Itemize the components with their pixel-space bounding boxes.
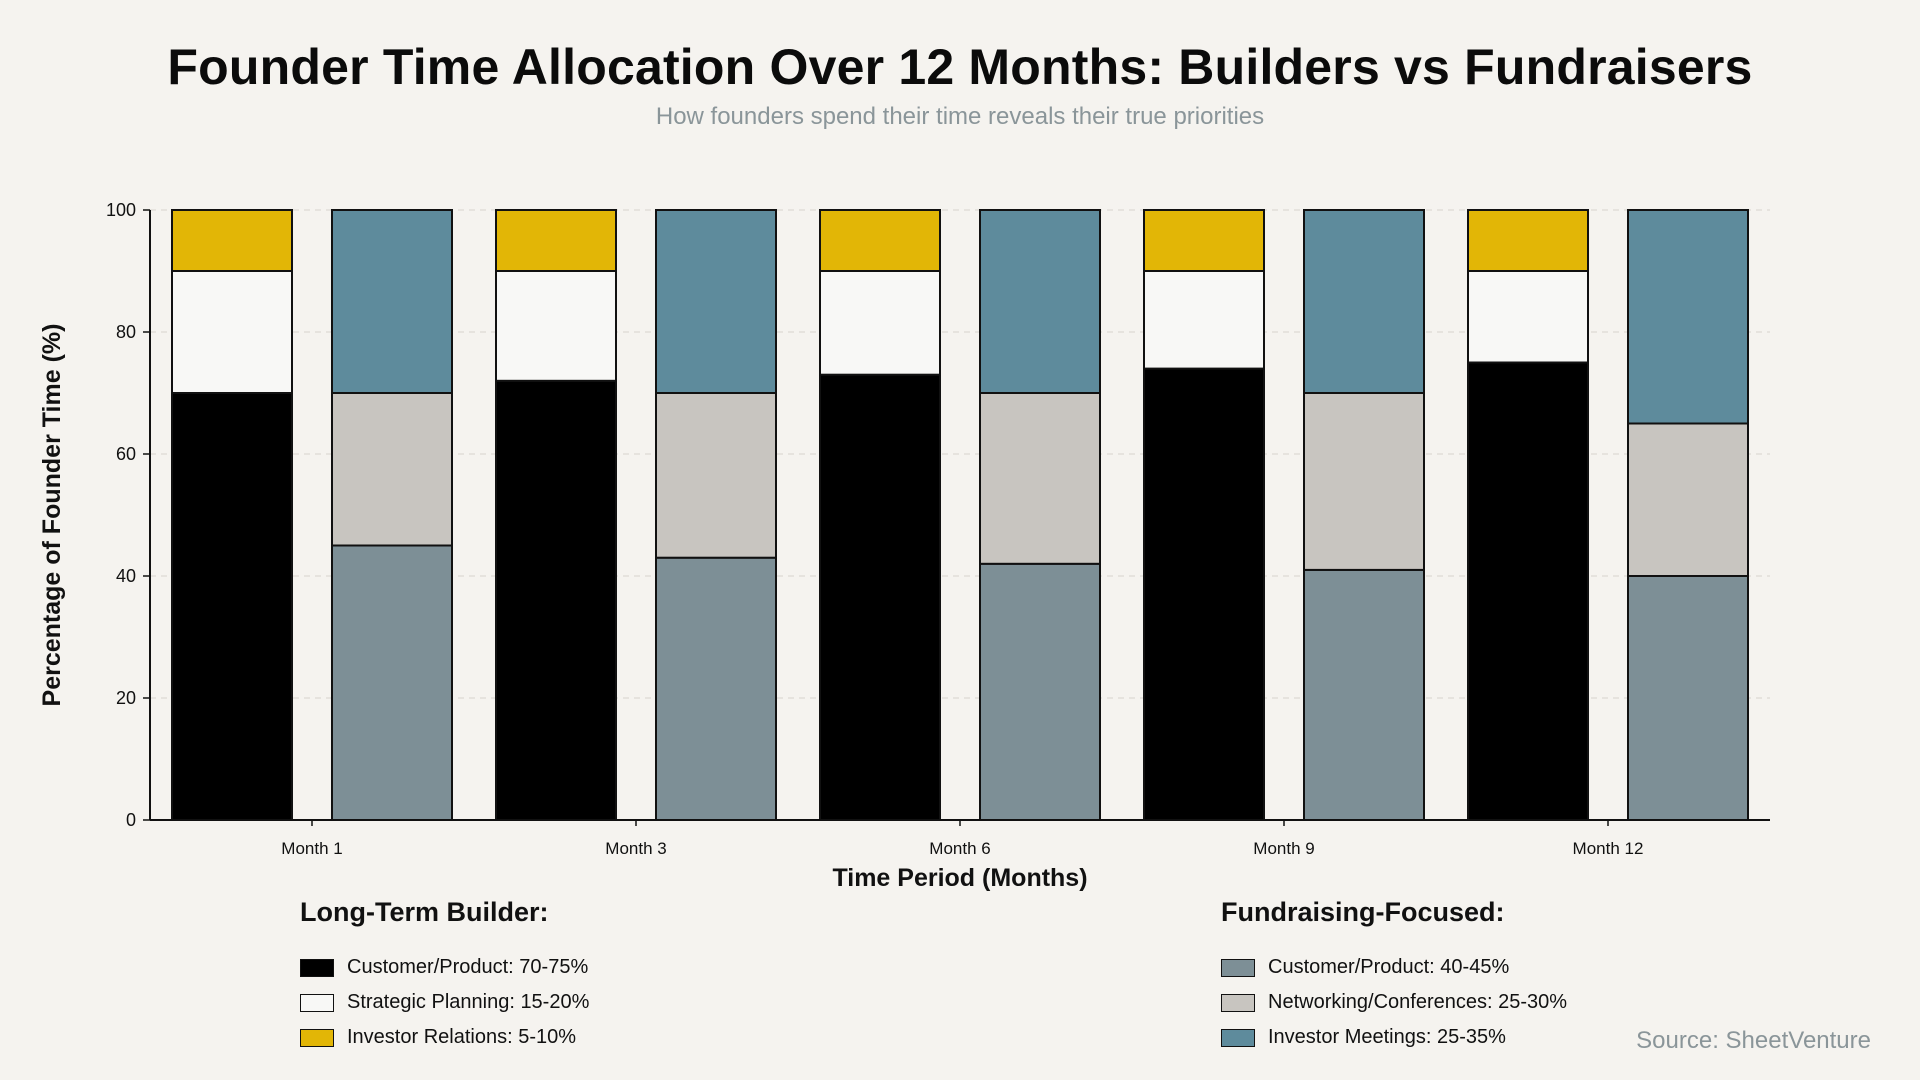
bar-segment-builder-3 xyxy=(171,209,293,272)
legend-item-fundraiser-networking: Networking/Conferences: 25-30% xyxy=(1221,991,1567,1014)
bar-segment-builder-2 xyxy=(819,270,941,376)
legend-swatch xyxy=(300,1028,334,1047)
bar-segment-builder-3 xyxy=(495,209,617,272)
y-tick-label: 20 xyxy=(116,688,136,708)
bar-segment-fundraiser-1 xyxy=(979,562,1101,821)
legend-swatch xyxy=(300,958,334,977)
x-tick-label: Month 12 xyxy=(1573,839,1644,858)
legend-item-builder-investor-relations: Investor Relations: 5-10% xyxy=(300,1026,576,1049)
x-tick-label: Month 9 xyxy=(1253,839,1314,858)
bar-segment-builder-3 xyxy=(1143,209,1265,272)
legend-title-fundraiser: Fundraising-Focused: xyxy=(1221,897,1505,927)
y-tick-label: 40 xyxy=(116,566,136,586)
chart-subtitle: How founders spend their time reveals th… xyxy=(655,103,1265,130)
y-tick-label: 0 xyxy=(126,810,136,830)
legend-title-builder: Long-Term Builder: xyxy=(300,897,549,927)
bar-segment-fundraiser-3 xyxy=(331,209,453,394)
y-axis-label: Percentage of Founder Time (%) xyxy=(38,324,66,707)
legend-label: Networking/Conferences: 25-30% xyxy=(1268,991,1568,1013)
legend-label: Investor Meetings: 25-35% xyxy=(1268,1026,1506,1048)
bar-segment-fundraiser-3 xyxy=(655,209,777,394)
y-tick-label: 80 xyxy=(116,322,136,342)
x-tick-label: Month 6 xyxy=(929,839,990,858)
bar-segment-builder-1 xyxy=(819,373,941,821)
legend-label: Strategic Planning: 15-20% xyxy=(347,991,590,1013)
y-tick-label: 100 xyxy=(106,200,136,220)
bar-segment-builder-1 xyxy=(495,379,617,821)
bar-segment-builder-2 xyxy=(171,270,293,394)
legend-swatch xyxy=(300,993,334,1012)
bar-segment-builder-1 xyxy=(171,392,293,821)
legend-swatch xyxy=(1221,993,1255,1012)
legend-label: Customer/Product: 70-75% xyxy=(347,956,589,978)
bar-segment-builder-2 xyxy=(1143,270,1265,370)
bar-segment-fundraiser-1 xyxy=(1627,575,1749,821)
bar-segment-builder-2 xyxy=(495,270,617,382)
bar-segment-builder-3 xyxy=(819,209,941,272)
legend-item-fundraiser-customer-product: Customer/Product: 40-45% xyxy=(1221,956,1509,979)
bar-segment-fundraiser-1 xyxy=(331,544,453,821)
legend-label: Investor Relations: 5-10% xyxy=(347,1026,577,1048)
y-tick-label: 60 xyxy=(116,444,136,464)
bar-segment-builder-1 xyxy=(1143,367,1265,821)
bar-segment-fundraiser-2 xyxy=(1303,392,1425,571)
bar-segment-fundraiser-1 xyxy=(655,556,777,821)
bar-segment-fundraiser-3 xyxy=(1303,209,1425,394)
x-axis-label: Time Period (Months) xyxy=(832,864,1087,892)
legend-item-builder-strategic-planning: Strategic Planning: 15-20% xyxy=(300,991,589,1014)
source-note: Source: SheetVenture xyxy=(1636,1027,1871,1054)
legend-item-fundraiser-investor-meetings: Investor Meetings: 25-35% xyxy=(1221,1026,1506,1049)
bar-segment-fundraiser-2 xyxy=(979,392,1101,565)
bar-segment-fundraiser-1 xyxy=(1303,568,1425,822)
legend-item-builder-customer-product: Customer/Product: 70-75% xyxy=(300,956,588,979)
bar-segment-fundraiser-3 xyxy=(979,209,1101,394)
bar-segment-fundraiser-2 xyxy=(331,392,453,547)
chart-title: Founder Time Allocation Over 12 Months: … xyxy=(167,39,1753,95)
x-tick-label: Month 1 xyxy=(281,839,342,858)
legend-swatch xyxy=(1221,1028,1255,1047)
legend-label: Customer/Product: 40-45% xyxy=(1268,956,1510,978)
legend-swatch xyxy=(1221,958,1255,977)
x-tick-label: Month 3 xyxy=(605,839,666,858)
bar-segment-fundraiser-3 xyxy=(1627,209,1749,425)
bar-segment-builder-1 xyxy=(1467,361,1589,821)
bar-segment-fundraiser-2 xyxy=(1627,422,1749,577)
bar-segment-builder-3 xyxy=(1467,209,1589,272)
bar-segment-builder-2 xyxy=(1467,270,1589,364)
bar-segment-fundraiser-2 xyxy=(655,392,777,559)
